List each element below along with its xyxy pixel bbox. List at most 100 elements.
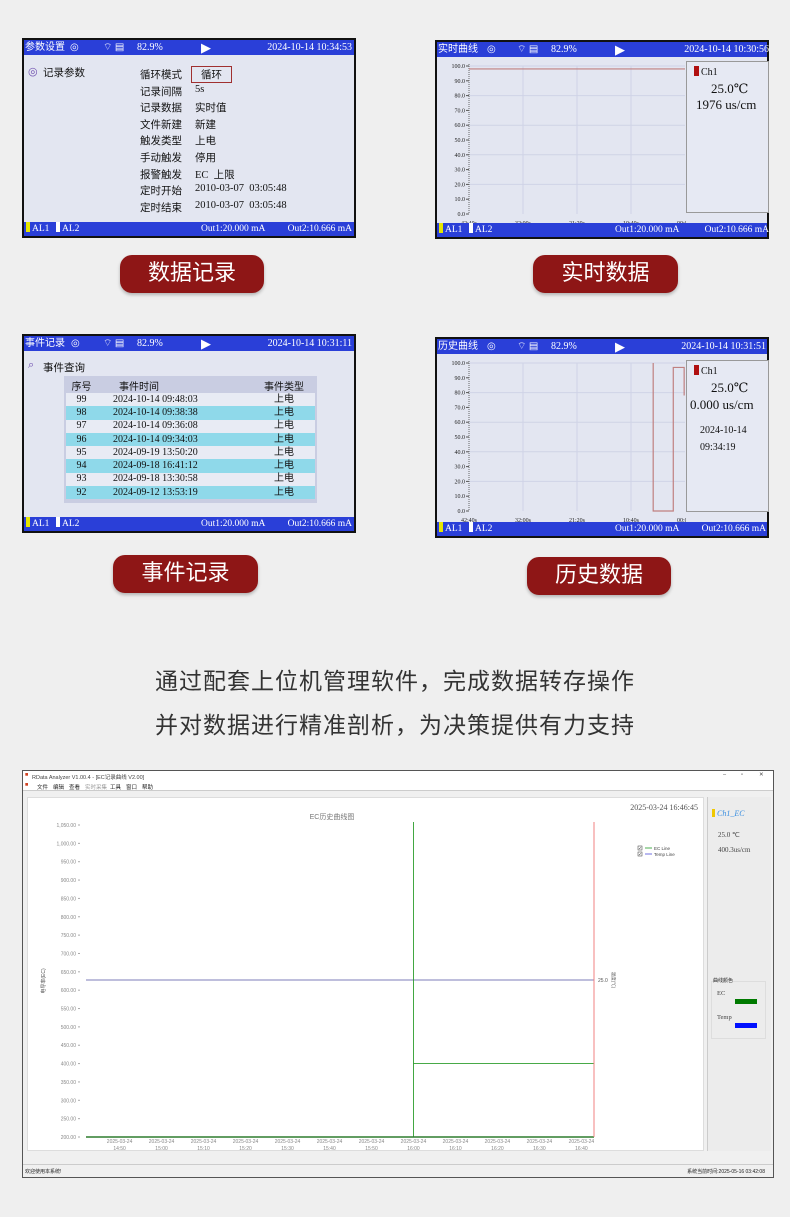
event-type: 上电: [274, 460, 294, 472]
y-tick-label: 30.0: [455, 465, 466, 471]
menu-item[interactable]: 工具: [110, 785, 122, 791]
status-bar: 欢迎使用本系统! 系统当前时间:2025-05-16 03:42:08: [23, 1164, 773, 1177]
x-tick-date: 2025-03-24: [233, 1139, 259, 1145]
y-tick-label: 600.00: [61, 988, 77, 994]
drop-icon: ◎: [487, 44, 496, 55]
table-row[interactable]: 97 2024-10-14 09:36:08 上电: [66, 419, 315, 433]
menu-item[interactable]: 文件: [37, 785, 49, 791]
battery-value: 82.9%: [551, 341, 577, 352]
y-tick-label: 10.0: [455, 494, 466, 500]
event-no: 97: [76, 420, 87, 432]
event-type: 上电: [274, 446, 294, 458]
setting-value: 2010-03-07 03:05:48: [195, 183, 287, 195]
table-row[interactable]: 95 2024-09-19 13:50:20 上电: [66, 446, 315, 460]
event-no: 99: [76, 393, 87, 405]
temp-value: 25.0℃: [711, 81, 749, 96]
y-tick-label: 50.0: [455, 138, 466, 144]
y-tick-label: 70.0: [455, 108, 466, 114]
y-axis-label: 电导率(EC): [40, 968, 47, 994]
x-tick-label: 10:40s: [623, 518, 640, 524]
signal-icon: ⌔ ▤: [103, 338, 125, 349]
menu-item[interactable]: 实时采集: [85, 785, 108, 791]
menu-item[interactable]: 窗口: [126, 785, 138, 791]
event-table: 序号 事件时间 事件类型 99 2024-10-14 09:48:03 上电 98 2024…: [64, 376, 317, 503]
y-tick-label: 300.00: [61, 1098, 77, 1104]
setting-label: 定时结束: [140, 202, 182, 214]
event-time: 2024-09-19 13:50:20: [112, 446, 198, 458]
event-type: 上电: [274, 406, 294, 418]
event-time: 2024-10-14 09:34:03: [112, 433, 198, 445]
y-tick-label: 750.00: [61, 933, 77, 939]
close-button[interactable]: ✕: [759, 772, 764, 778]
event-time: 2024-09-18 16:41:12: [112, 460, 198, 472]
status-clock: 系统当前时间:2025-05-16 03:42:08: [687, 1169, 765, 1175]
tagline-line-1: 通过配套上位机管理软件，完成数据转存操作: [155, 669, 635, 695]
table-row[interactable]: 92 2024-09-12 13:53:19 上电: [66, 486, 315, 500]
legend-checkbox[interactable]: [637, 845, 643, 851]
table-row[interactable]: 93 2024-09-18 13:30:58 上电: [66, 472, 315, 487]
table-row[interactable]: 96 2024-10-14 09:34:03 上电: [66, 432, 315, 447]
event-time: 2024-09-12 13:53:19: [112, 486, 198, 498]
event-no: 94: [76, 460, 87, 472]
battery-value: 82.9%: [137, 42, 163, 53]
alarm-2: AL2: [56, 517, 79, 531]
menu-bar: ■ 文件 编辑 查看 实时采集 工具 窗口 帮助: [23, 781, 773, 791]
event-record-screen: 事件记录 ◎ ⌔ ▤ 82.9% ▶ 2024-10-14 10:31:11 ⌕…: [22, 334, 356, 533]
table-row[interactable]: 94 2024-09-18 16:41:12 上电: [66, 459, 315, 473]
x-tick-label: 00:00s: [677, 518, 686, 524]
screen-header: 参数设置 ◎ ⌔ ▤ 82.9% ▶ 2024-10-14 10:34:53: [24, 40, 354, 55]
menu-item[interactable]: 帮助: [142, 785, 154, 791]
loop-mode-select[interactable]: 循环: [191, 66, 232, 83]
maximize-button[interactable]: ▫: [741, 772, 743, 778]
x-tick-time: 15:20: [239, 1146, 252, 1152]
y-tick-label: 900.00: [61, 878, 77, 884]
history-chart: 0.0 10.0 20.0 30.0 40.0 50.0 60.0 70.0 80.0 90.0 1…: [452, 361, 686, 524]
chart-panel: EC历史曲线图 2025-03-24 16:46:45 200.00 250.00 30…: [27, 797, 704, 1152]
y-tick-label: 10.0: [455, 197, 466, 203]
x-tick-label: 32:00s: [515, 518, 532, 524]
output-2: Out2:10.666 mA: [287, 519, 352, 529]
screen-title: 事件记录: [25, 338, 65, 349]
menu-item[interactable]: 编辑: [53, 785, 65, 791]
battery-value: 82.9%: [137, 338, 163, 349]
title-bar: ■ RData Analyzer V1.00.4 - [EC记录曲线 V2.00…: [23, 771, 773, 781]
y-tick-label: 550.00: [61, 1007, 77, 1013]
screen-title: 实时曲线: [438, 44, 478, 55]
screen-footer: AL1 AL2 Out1:20.000 mA Out2:10.666 mA: [437, 522, 767, 536]
check-icon: ✓: [639, 846, 642, 851]
caption-data-record: 数据记录: [120, 255, 264, 293]
event-time: 2024-10-14 09:38:38: [112, 406, 198, 418]
output-2: Out2:10.666 mA: [701, 524, 766, 534]
series-line: [652, 363, 685, 512]
battery-value: 82.9%: [551, 44, 577, 55]
menu-item[interactable]: 查看: [69, 785, 81, 791]
y-tick-label: 950.00: [61, 860, 77, 866]
channel-readout: Ch1 25.0℃ 1976 us/cm: [686, 61, 769, 213]
y-tick-label: 100.0: [452, 361, 466, 367]
event-no: 92: [76, 486, 87, 498]
alarm-1: AL1: [439, 223, 462, 237]
event-type: 上电: [274, 393, 294, 405]
output-1: Out1:20.000 mA: [201, 519, 266, 529]
screen-header: 历史曲线 ◎ ⌔ ▤ 82.9% ▶ 2024-10-14 10:31:51: [437, 339, 767, 354]
y-tick-label: 60.0: [455, 123, 466, 129]
table-row[interactable]: 99 2024-10-14 09:48:03 上电: [66, 393, 315, 407]
x-tick-time: 15:40: [323, 1146, 336, 1152]
play-icon: ▶: [201, 336, 211, 351]
setting-label: 记录数据: [140, 103, 182, 115]
header-datetime: 2024-10-14 10:31:11: [267, 338, 352, 349]
screen-footer: AL1 AL2 Out1:20.000 mA Out2:10.666 mA: [24, 517, 354, 531]
screen-header: 事件记录 ◎ ⌔ ▤ 82.9% ▶ 2024-10-14 10:31:11: [24, 336, 354, 351]
minimize-button[interactable]: –: [723, 772, 727, 778]
drop-icon: ◎: [70, 42, 79, 53]
setting-value: 上电: [195, 136, 216, 148]
screen-footer: AL1 AL2 Out1:20.000 mA Out2:10.666 mA: [437, 223, 769, 237]
event-no: 98: [76, 406, 87, 418]
column-header: 序号: [71, 382, 92, 393]
legend-checkbox[interactable]: [637, 851, 643, 857]
y-tick-label: 650.00: [61, 970, 77, 976]
x-tick-time: 16:20: [491, 1146, 504, 1152]
output-1: Out1:20.000 mA: [615, 524, 680, 534]
event-no: 96: [76, 433, 87, 445]
table-row[interactable]: 98 2024-10-14 09:38:38 上电: [66, 406, 315, 420]
